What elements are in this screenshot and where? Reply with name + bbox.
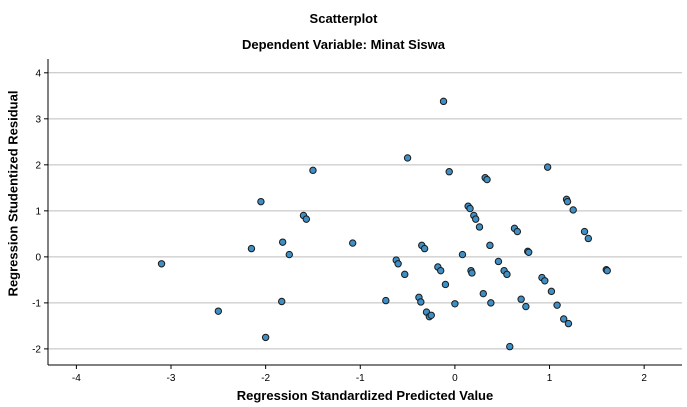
scatter-point: [451, 300, 459, 308]
scatter-point: [261, 333, 270, 342]
scatter-point: [257, 197, 265, 206]
scatter-point: [401, 270, 409, 279]
x-tick-label: -2: [261, 373, 270, 384]
scatter-point: [441, 280, 450, 289]
scatter-point: [522, 302, 530, 311]
scatter-point: [437, 266, 445, 275]
scatter-point: [278, 238, 287, 246]
scatter-point: [348, 239, 357, 247]
chart-subtitle: Dependent Variable: Minat Siswa: [242, 37, 445, 52]
scatter-point: [494, 257, 503, 266]
scatter-point: [486, 241, 494, 250]
x-tick-label: 2: [641, 373, 647, 384]
scatter-point: [420, 244, 429, 253]
scatter-point: [445, 168, 453, 176]
scatter-point: [553, 301, 561, 309]
y-tick-label: 2: [35, 160, 41, 171]
scatter-point: [214, 307, 223, 315]
scatter-point: [569, 206, 577, 214]
x-tick-label: 1: [547, 373, 553, 384]
scatter-point: [603, 266, 611, 275]
scatter-point: [543, 163, 552, 171]
scatter-point: [403, 154, 412, 162]
scatter-point: [468, 269, 476, 277]
scatter-point: [584, 234, 593, 243]
scatter-point: [417, 298, 425, 306]
scatter-point: [285, 250, 293, 259]
x-tick-label: -3: [167, 373, 176, 384]
scatter-point: [517, 295, 525, 303]
scatter-point: [541, 277, 549, 285]
scatter-point: [547, 287, 556, 296]
scatter-point: [525, 248, 533, 256]
y-tick-label: 4: [35, 68, 41, 79]
scatter-point: [563, 197, 572, 206]
y-tick-label: 0: [35, 252, 41, 263]
scatter-point: [475, 223, 484, 231]
scatter-point: [472, 215, 480, 223]
scatter-point: [278, 297, 286, 306]
y-tick-label: -1: [32, 298, 41, 309]
scatter-point: [247, 244, 256, 253]
scatter-point: [394, 260, 402, 268]
y-tick-label: 3: [35, 114, 41, 125]
scatter-point: [382, 296, 390, 305]
scatter-point: [487, 299, 495, 307]
scatter-point: [513, 227, 522, 236]
x-tick-label: 0: [452, 373, 458, 384]
scatter-point: [439, 97, 448, 106]
x-axis-label: Regression Standardized Predicted Value: [236, 388, 494, 403]
chart-title: Scatterplot: [309, 11, 378, 26]
y-tick-label: 1: [35, 206, 41, 217]
scatter-point: [506, 342, 514, 351]
scatter-point: [580, 227, 589, 236]
scatter-point: [157, 260, 166, 268]
x-tick-label: -4: [72, 373, 81, 384]
scatter-point: [560, 315, 568, 323]
scatter-point: [302, 215, 311, 223]
scatter-point: [427, 311, 435, 320]
scatter-point: [458, 250, 467, 259]
y-tick-label: -2: [32, 344, 41, 355]
scatter-point: [483, 175, 491, 184]
scatter-point: [564, 319, 573, 328]
scatter-point: [466, 204, 474, 213]
scatter-point: [503, 270, 511, 279]
scatter-point: [309, 166, 317, 175]
scatter-point: [479, 289, 487, 298]
x-tick-label: -1: [356, 373, 365, 384]
y-axis-label: Regression Studentized Residual: [5, 90, 21, 297]
